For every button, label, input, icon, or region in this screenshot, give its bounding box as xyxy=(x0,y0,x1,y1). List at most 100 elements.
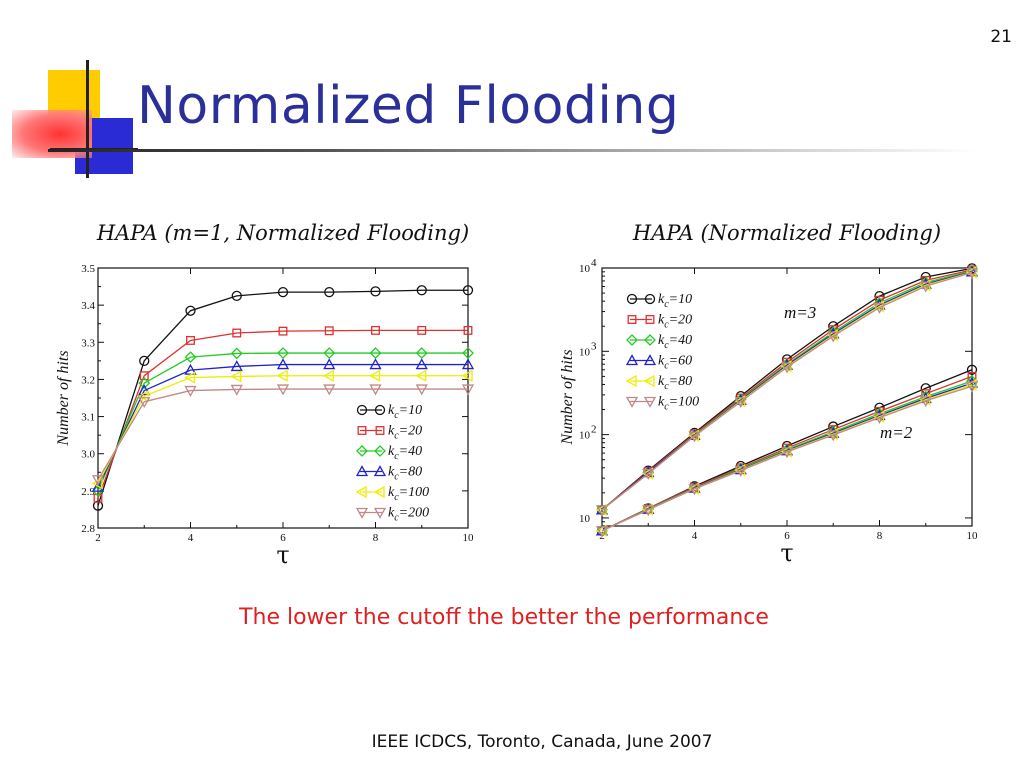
data-point xyxy=(184,351,197,364)
series-k-c-20 xyxy=(93,325,473,503)
series-k-c-200 xyxy=(91,384,475,487)
y-tick-exponent: 3 xyxy=(591,340,597,352)
data-point xyxy=(461,384,475,396)
chart-title: HAPA (Normalized Flooding) xyxy=(632,221,941,245)
legend-label-value: =100 xyxy=(399,485,429,500)
data-point xyxy=(688,482,700,495)
data-point xyxy=(415,347,428,359)
title-ornament xyxy=(0,60,140,180)
y-tick-exponent: 2 xyxy=(591,424,597,436)
series-k-c-100-m-3 xyxy=(595,267,979,517)
legend-label-main: k xyxy=(388,506,395,521)
data-point xyxy=(324,326,334,336)
data-point xyxy=(277,286,289,298)
x-axis-label: τ xyxy=(276,541,289,569)
data-point xyxy=(184,385,197,397)
data-point xyxy=(641,503,653,516)
legend-label-value: =40 xyxy=(399,444,422,459)
legend-marker xyxy=(374,404,386,416)
data-point xyxy=(919,281,932,293)
legend-marker xyxy=(645,315,655,324)
data-point xyxy=(688,429,700,442)
legend-marker xyxy=(643,396,657,408)
y-tick-exponent: 4 xyxy=(591,257,597,269)
legend-label-subscript: c xyxy=(394,451,399,462)
data-point xyxy=(138,397,151,409)
series-k-c-100 xyxy=(91,369,473,490)
legend-label-subscript: c xyxy=(394,513,399,524)
y-tick-label: 10 xyxy=(579,430,591,442)
legend-label-subscript: c xyxy=(664,299,669,310)
series-line xyxy=(97,363,468,488)
legend-marker xyxy=(373,465,387,477)
legend-label-value: =200 xyxy=(399,506,429,521)
data-point xyxy=(323,358,336,370)
x-tick-label: 6 xyxy=(280,532,286,544)
legend-label-subscript: c xyxy=(664,402,669,413)
x-tick-label: 8 xyxy=(373,532,379,544)
legend-label: kc=80 xyxy=(388,465,422,483)
legend-marker xyxy=(626,334,638,346)
legend-label-main: k xyxy=(658,354,665,369)
data-point xyxy=(232,328,242,338)
x-tick-label: 4 xyxy=(692,530,698,542)
legend-item: kc=40 xyxy=(356,444,422,462)
legend-label: kc=20 xyxy=(388,424,422,442)
data-point xyxy=(415,358,428,370)
data-point xyxy=(780,447,794,459)
data-point xyxy=(91,477,103,490)
data-point xyxy=(231,290,242,302)
y-tick-label: 2.8 xyxy=(81,523,95,535)
legend-item: kc=80 xyxy=(625,374,692,392)
legend-marker xyxy=(356,404,368,416)
x-tick-label: 10 xyxy=(463,532,475,544)
data-point xyxy=(322,369,334,382)
series-line xyxy=(97,352,468,492)
data-point xyxy=(415,384,428,396)
data-point xyxy=(965,266,977,279)
legend-label: kc=100 xyxy=(658,395,699,413)
x-tick-label: 4 xyxy=(188,532,194,544)
x-tick-label: 2 xyxy=(95,532,101,544)
data-point xyxy=(276,369,288,382)
data-point xyxy=(92,500,104,511)
data-point xyxy=(138,377,151,390)
legend-label-subscript: c xyxy=(394,492,399,503)
legend-label-main: k xyxy=(658,374,665,389)
data-point xyxy=(138,384,151,396)
legend-marker xyxy=(644,293,656,305)
data-point xyxy=(416,285,427,296)
series-annotation: m=2 xyxy=(880,423,913,442)
data-point xyxy=(137,390,149,403)
y-tick-label: 3.1 xyxy=(81,412,95,424)
y-tick-label: 10 xyxy=(579,346,591,358)
legend-label-subscript: c xyxy=(394,431,399,442)
data-point xyxy=(417,325,427,335)
data-point xyxy=(369,384,382,396)
x-tick-label: 8 xyxy=(877,530,883,542)
footer: IEEE ICDCS, Toronto, Canada, June 2007 xyxy=(371,732,713,752)
legend-label: kc=100 xyxy=(388,485,429,503)
legend-item: kc=100 xyxy=(625,395,699,413)
series-k-c-80 xyxy=(91,358,475,492)
legend-label: kc=10 xyxy=(388,403,422,421)
data-point xyxy=(780,362,794,374)
legend-item: kc=60 xyxy=(625,354,692,372)
series-k-c-10 xyxy=(92,285,474,511)
data-point xyxy=(642,505,655,517)
data-point xyxy=(323,347,336,359)
data-point xyxy=(873,412,886,424)
data-point xyxy=(688,484,701,496)
y-tick-label: 3.0 xyxy=(81,449,95,461)
legend-label: kc=20 xyxy=(658,313,692,331)
series-line xyxy=(601,269,973,511)
legend-label-subscript: c xyxy=(394,472,399,483)
legend-label-value: =80 xyxy=(399,465,422,480)
legend-marker xyxy=(355,507,369,519)
data-point xyxy=(965,267,979,279)
series-line xyxy=(97,388,468,481)
legend-label-main: k xyxy=(658,292,665,307)
data-point xyxy=(966,364,978,375)
legend-item: kc=10 xyxy=(626,292,692,310)
data-point xyxy=(966,375,978,387)
